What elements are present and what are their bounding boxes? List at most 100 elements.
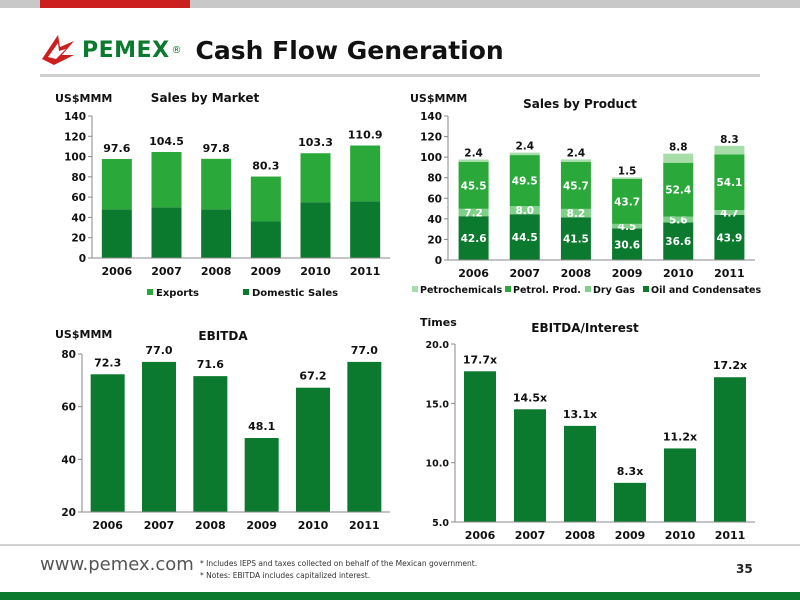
bar-segment — [250, 221, 281, 258]
data-label: 2.4 — [515, 141, 534, 153]
page-title: Cash Flow Generation — [195, 35, 504, 65]
bar — [464, 371, 496, 522]
y-tick-label: 0 — [79, 253, 86, 265]
data-label: 45.5 — [461, 180, 487, 192]
y-tick-label: 20 — [61, 507, 76, 519]
footer-note-1: * Includes IEPS and taxes collected on b… — [200, 559, 478, 568]
ebitda-interest-chart: Times EBITDA/Interest 5.0 10.0 15.0 20.0 17.… — [410, 316, 765, 544]
sales-by-product-chart: US$MMM Sales by Product 0 20 40 60 80 100 120 1… — [410, 86, 765, 306]
unit-label: US$MMM — [410, 92, 467, 105]
legend-swatch-dry-gas — [585, 286, 591, 292]
legend-swatch-exports — [147, 289, 153, 295]
bar-segment — [350, 145, 381, 202]
bottom-green-bar — [0, 592, 800, 600]
data-label: 5.6 — [669, 214, 688, 226]
total-label: 110.9 — [348, 129, 383, 142]
data-label: 4.5 — [618, 221, 637, 233]
y-tick-label: 80 — [427, 173, 442, 185]
data-label: 13.1x — [563, 408, 597, 421]
logo-text: PEMEX — [82, 37, 170, 63]
x-tick-label: 2009 — [615, 529, 646, 542]
unit-label: Times — [420, 316, 457, 329]
x-tick-label: 2007 — [509, 267, 540, 280]
x-tick-label: 2009 — [251, 265, 282, 278]
data-label: 8.3 — [720, 134, 739, 146]
x-tick-label: 2010 — [298, 519, 329, 532]
y-tick-label: 60 — [71, 192, 86, 204]
data-label: 44.5 — [512, 232, 538, 244]
y-tick-label: 20 — [71, 233, 86, 245]
legend-exports: Exports — [156, 288, 199, 299]
sales-by-market-chart: US$MMM Sales by Market 0 20 40 60 80 100 120 14… — [40, 86, 395, 306]
bar-segment — [201, 158, 232, 210]
y-tick-label: 120 — [420, 132, 442, 144]
chart-title: EBITDA — [198, 329, 248, 343]
y-tick-label: 40 — [427, 214, 442, 226]
data-label: 2.4 — [567, 147, 586, 159]
chart-title: Sales by Product — [523, 97, 637, 111]
y-tick-label: 10.0 — [426, 459, 450, 470]
bar-segment — [714, 210, 745, 215]
x-tick-label: 2008 — [195, 519, 226, 532]
legend-swatch-oil — [643, 286, 649, 292]
total-label: 103.3 — [298, 136, 333, 149]
footer-notes: * Includes IEPS and taxes collected on b… — [200, 558, 477, 582]
top-red-accent — [40, 0, 190, 8]
data-label: 72.3 — [94, 356, 121, 369]
x-tick-label: 2007 — [151, 265, 182, 278]
bar-segment — [663, 162, 694, 217]
bar-segment — [612, 178, 643, 224]
bar-segment — [101, 159, 132, 210]
bar-segment — [560, 208, 591, 218]
y-tick-label: 60 — [427, 193, 442, 205]
logo-registered-mark: ® — [171, 44, 182, 56]
bar — [90, 374, 125, 512]
bar-segment — [560, 217, 591, 260]
bar-segment — [151, 152, 182, 208]
bar-segment — [300, 153, 331, 203]
y-tick-label: 0 — [435, 255, 442, 267]
x-tick-label: 2010 — [663, 267, 694, 280]
bar-segment — [458, 159, 489, 162]
data-label: 2.4 — [464, 148, 483, 160]
bar-segment — [300, 202, 331, 258]
bar — [193, 376, 228, 512]
data-label: 45.7 — [563, 180, 589, 192]
data-label: 8.2 — [567, 208, 586, 220]
bar-segment — [612, 228, 643, 260]
bar — [714, 377, 746, 522]
bar-segment — [458, 208, 489, 217]
data-label: 11.2x — [663, 430, 697, 443]
total-label: 97.6 — [103, 142, 130, 155]
y-tick-label: 60 — [61, 402, 76, 414]
x-tick-label: 2011 — [349, 519, 380, 532]
y-tick-label: 80 — [71, 172, 86, 184]
x-tick-label: 2006 — [458, 267, 489, 280]
bar-segment — [663, 222, 694, 260]
legend: Exports Domestic Sales — [147, 288, 338, 299]
header: PEMEX ® Cash Flow Generation — [40, 30, 504, 70]
bar — [347, 361, 382, 512]
legend-petrol-prod: Petrol. Prod. — [513, 285, 581, 296]
y-tick-label: 100 — [64, 152, 86, 164]
data-label: 36.6 — [665, 236, 691, 248]
bar-segment — [612, 177, 643, 179]
x-tick-label: 2011 — [714, 267, 745, 280]
x-tick-label: 2007 — [144, 519, 175, 532]
x-tick-label: 2007 — [515, 529, 546, 542]
y-tick-label: 20.0 — [426, 340, 450, 351]
total-label: 80.3 — [252, 160, 279, 173]
top-gray-bar — [0, 0, 800, 8]
bar — [296, 387, 330, 512]
bar-segment — [509, 214, 540, 260]
y-tick-label: 140 — [64, 111, 86, 123]
data-label: 42.6 — [461, 233, 487, 245]
x-tick-label: 2009 — [246, 519, 277, 532]
bar-segment — [560, 161, 591, 209]
x-tick-label: 2006 — [102, 265, 133, 278]
bar-segment — [714, 154, 745, 211]
data-label: 8.0 — [515, 205, 534, 217]
bar — [244, 438, 279, 512]
x-tick-label: 2008 — [565, 529, 596, 542]
data-label: 67.2 — [299, 370, 326, 383]
